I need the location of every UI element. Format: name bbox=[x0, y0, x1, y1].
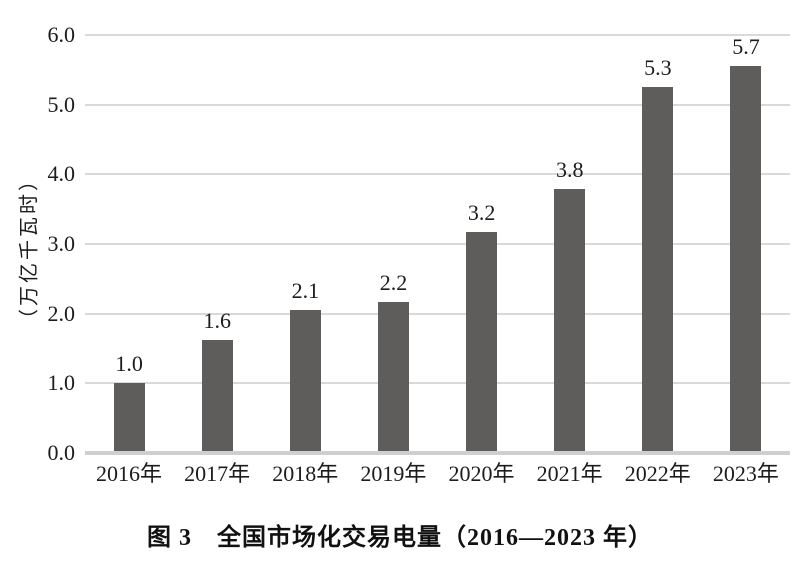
y-tick-label: 4.0 bbox=[47, 161, 76, 187]
x-tick-label: 2018年 bbox=[272, 461, 339, 486]
bar bbox=[730, 66, 762, 453]
y-tick-label: 0.0 bbox=[47, 440, 76, 465]
bar-value-label: 5.7 bbox=[732, 34, 760, 59]
bar bbox=[554, 188, 586, 453]
bar-slot: 1.6 bbox=[173, 35, 261, 453]
x-tick-label: 2020年 bbox=[448, 461, 515, 486]
x-tick-label: 2017年 bbox=[184, 461, 251, 486]
bar bbox=[113, 383, 145, 453]
bar bbox=[642, 87, 674, 453]
y-tick-label: 1.0 bbox=[47, 370, 76, 396]
bar-value-label: 5.3 bbox=[644, 55, 672, 81]
gridline bbox=[85, 312, 790, 315]
gridline bbox=[85, 243, 790, 245]
bar-value-label: 1.0 bbox=[115, 351, 143, 377]
bar-value-label: 3.8 bbox=[555, 156, 584, 182]
bar-slot: 1.0 bbox=[85, 35, 173, 453]
y-tick-label: 6.0 bbox=[47, 22, 76, 47]
bar-value-label: 2.1 bbox=[291, 278, 320, 304]
x-tick-label: 2023年 bbox=[712, 461, 779, 486]
x-axis-line bbox=[85, 451, 790, 455]
gridline bbox=[85, 382, 790, 385]
y-tick-label: 5.0 bbox=[47, 91, 76, 117]
bar bbox=[201, 340, 233, 453]
gridline bbox=[85, 103, 790, 106]
bar-value-label: 3.2 bbox=[467, 200, 496, 226]
x-tick-label: 2016年 bbox=[96, 461, 163, 486]
bar-slot: 2.2 bbox=[349, 35, 437, 453]
x-tick-label: 2022年 bbox=[624, 461, 691, 486]
bar-slot: 3.8 bbox=[526, 35, 614, 453]
y-tick-label: 3.0 bbox=[47, 231, 76, 256]
plot-area: 1.0 1.6 2.1 2.2 3.2 3.8 5.3 5.7 bbox=[85, 34, 790, 453]
bar-slot: 5.3 bbox=[614, 35, 702, 453]
x-tick-label: 2021年 bbox=[536, 461, 603, 486]
bar-series: 1.0 1.6 2.1 2.2 3.2 3.8 5.3 5.7 bbox=[85, 35, 790, 453]
bar bbox=[289, 310, 321, 453]
gridline bbox=[85, 173, 790, 176]
bar-value-label: 2.2 bbox=[379, 269, 408, 295]
x-tick-label: 2019年 bbox=[360, 461, 427, 486]
gridline bbox=[85, 34, 790, 36]
bar bbox=[377, 301, 409, 453]
y-tick-label: 2.0 bbox=[47, 300, 76, 326]
bar-slot: 5.7 bbox=[702, 35, 790, 453]
bar-slot: 2.1 bbox=[261, 35, 349, 453]
bar bbox=[466, 232, 498, 453]
y-axis-tick-labels: 0.0 1.0 2.0 3.0 4.0 5.0 6.0 bbox=[0, 22, 76, 465]
bar-value-label: 1.6 bbox=[203, 308, 231, 334]
x-axis-tick-labels: 2016年 2017年 2018年 2019年 2020年 2021年 2022年 2023年 bbox=[85, 461, 790, 487]
chart-caption: 图 3 全国市场化交易电量（2016—2023 年） bbox=[147, 525, 653, 551]
bar-slot: 3.2 bbox=[438, 35, 526, 453]
